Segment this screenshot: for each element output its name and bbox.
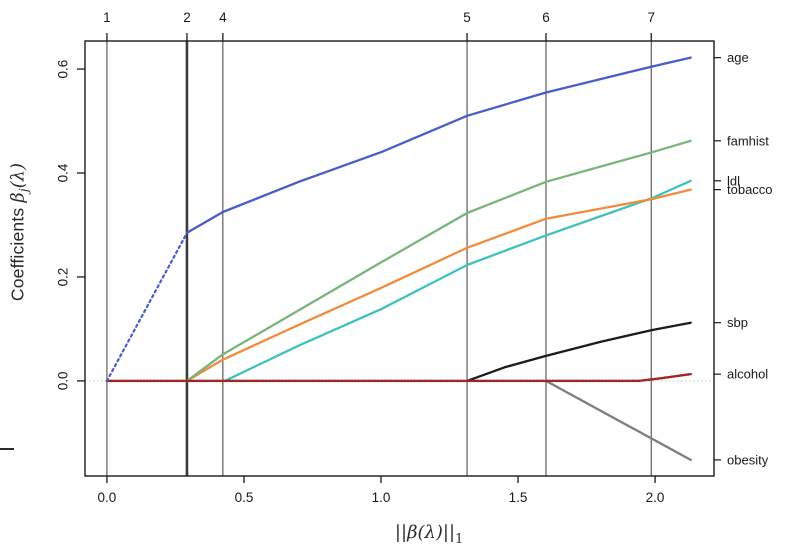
y-axis-tick-label: 0.6 (56, 60, 71, 79)
lambda-argument: (λ) (8, 162, 29, 189)
series-age-line (185, 56, 692, 234)
norm-bars-left: || (394, 522, 408, 544)
plot-border (84, 40, 715, 477)
x-axis-tick-label: 2.0 (646, 490, 665, 505)
beta-subscript-j: j (16, 188, 31, 193)
series-label-ldl: ldl (727, 173, 740, 188)
top-axis-tick-label: 7 (647, 10, 655, 25)
top-axis-tick-label: 5 (463, 10, 471, 25)
norm-subscript-one: 1 (455, 530, 464, 546)
series-alcohol-line (105, 372, 692, 383)
beta-symbol: β (8, 192, 29, 203)
series-obesity-line (544, 379, 692, 462)
series-label-obesity: obesity (727, 452, 769, 467)
series-famhist-line (185, 139, 692, 383)
clipped-stroke-fragment (0, 448, 14, 450)
series-label-tobacco: tobacco (727, 182, 773, 197)
top-axis-tick-label: 1 (103, 10, 111, 25)
series-tobacco-line (185, 188, 692, 383)
top-axis-tick-label: 2 (183, 10, 191, 25)
beta-symbol: β (407, 522, 418, 544)
series-age-entry-segment (105, 231, 189, 382)
lambda-argument: (λ) (417, 522, 443, 544)
y-axis-tick-label: 0.0 (56, 372, 71, 391)
x-axis-tick-label: 0.5 (235, 490, 254, 505)
y-axis-title-text: Coefficients (7, 207, 28, 302)
top-axis-tick-label: 6 (542, 10, 550, 25)
top-axis-tick-label: 4 (219, 10, 227, 25)
x-axis-tick-label: 0.0 (98, 490, 117, 505)
series-label-sbp: sbp (727, 315, 748, 330)
y-axis-title: Coefficients βj(λ) (7, 163, 31, 301)
series-label-famhist: famhist (727, 133, 769, 148)
series-sbp-line (465, 321, 692, 383)
y-axis-tick-label: 0.2 (56, 268, 71, 287)
y-axis-tick-label: 0.4 (56, 163, 71, 182)
x-axis-title: ||β(λ)||1 (395, 522, 463, 546)
series-ldl-line (223, 179, 692, 383)
norm-bars-right: || (442, 522, 456, 544)
x-axis-tick-label: 1.5 (509, 490, 528, 505)
series-label-alcohol: alcohol (727, 367, 768, 382)
series-label-age: age (727, 50, 749, 65)
x-axis-tick-label: 1.0 (372, 490, 391, 505)
